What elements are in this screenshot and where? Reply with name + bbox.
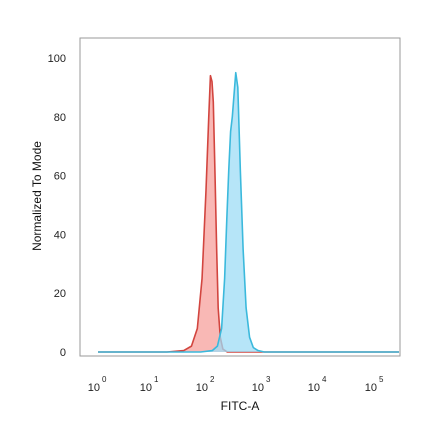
- y-axis-label: Normalized To Mode: [30, 141, 44, 251]
- y-tick-label: 20: [54, 288, 66, 300]
- series-layer: [98, 71, 399, 353]
- y-tick-label: 100: [48, 53, 66, 65]
- x-tick-label: 10: [196, 382, 208, 394]
- x-tick-label: 10: [365, 382, 377, 394]
- y-tick-label: 0: [60, 347, 66, 359]
- x-tick-exponent: 0: [102, 375, 107, 384]
- x-tick-exponent: 1: [154, 375, 159, 384]
- x-tick-exponent: 4: [322, 375, 327, 384]
- x-tick-exponent: 5: [379, 375, 384, 384]
- x-tick-label: 10: [308, 382, 320, 394]
- y-tick-label: 40: [54, 229, 66, 241]
- y-tick-label: 80: [54, 112, 66, 124]
- x-tick-label: 10: [140, 382, 152, 394]
- x-tick-label: 10: [88, 382, 100, 394]
- x-tick-label: 10: [252, 382, 264, 394]
- series-1-line: [98, 71, 399, 353]
- x-axis-label: FITC-A: [221, 399, 260, 413]
- y-axis-ticks: 0 20 40 60 80 100: [48, 53, 66, 359]
- y-tick-label: 60: [54, 171, 66, 183]
- plot-frame: [79, 37, 401, 357]
- series-0-area: [98, 75, 399, 352]
- series-0-line: [98, 74, 399, 353]
- x-tick-exponent: 2: [210, 375, 215, 384]
- series-1-area: [98, 72, 399, 352]
- x-tick-exponent: 3: [266, 375, 271, 384]
